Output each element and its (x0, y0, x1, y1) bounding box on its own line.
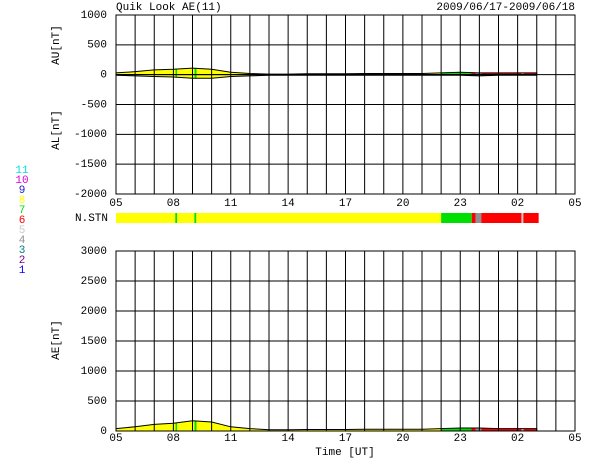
legend-entry: 6 (19, 215, 26, 227)
station-segment (521, 213, 524, 223)
x-tick-label: 14 (282, 198, 296, 210)
legend-entry: 8 (19, 195, 26, 207)
x-tick-label: 20 (396, 433, 409, 445)
y-tick-label: 1500 (81, 336, 107, 348)
plot-frame (115, 250, 576, 432)
station-segment (196, 213, 442, 223)
x-tick-label: 05 (568, 433, 581, 445)
y-tick-label: 1000 (81, 10, 107, 22)
y-tick-label: 500 (87, 40, 107, 52)
x-tick-label: 02 (511, 433, 524, 445)
y-tick-label: 3000 (81, 246, 107, 258)
y-axis-label: AU[nT] (51, 25, 63, 65)
x-tick-label: 05 (109, 433, 122, 445)
station-label: N.STN (75, 213, 108, 225)
legend-entry: 7 (19, 205, 26, 217)
legend-entry: 3 (19, 245, 26, 257)
x-tick-label: 17 (339, 433, 352, 445)
x-tick-label: 05 (109, 198, 122, 210)
y-tick-label: 500 (87, 396, 107, 408)
x-tick-label: 02 (511, 198, 524, 210)
x-tick-label: 11 (224, 433, 238, 445)
x-tick-label: 08 (167, 198, 180, 210)
y-tick-label: 1000 (81, 366, 107, 378)
station-segment (175, 213, 178, 223)
data-area (115, 67, 538, 76)
y-tick-label: -2000 (74, 189, 107, 201)
legend-entry: 10 (15, 175, 28, 187)
station-segment (441, 213, 472, 223)
legend-entry: 11 (15, 165, 29, 177)
x-tick-label: 17 (339, 198, 352, 210)
station-segment (116, 213, 176, 223)
legend-entry: 2 (19, 255, 26, 267)
station-segment (177, 213, 195, 223)
y-tick-label: 0 (100, 70, 107, 82)
x-tick-label: 23 (454, 433, 467, 445)
date-range: 2009/06/17-2009/06/18 (436, 2, 575, 14)
y-axis-label: AL[nT] (51, 110, 63, 150)
legend-entry: 1 (19, 265, 26, 277)
station-segment (475, 213, 482, 223)
x-tick-label: 20 (396, 198, 409, 210)
y-tick-label: -1000 (74, 129, 107, 141)
legend-entry: 5 (19, 225, 26, 237)
chart-title: Quik Look AE(11) (116, 2, 222, 14)
station-segment (481, 213, 522, 223)
y-axis-label: AE[nT] (51, 320, 63, 360)
data-area (115, 420, 538, 432)
x-tick-label: 23 (454, 198, 467, 210)
y-tick-label: -1500 (74, 159, 107, 171)
legend-entry: 4 (19, 235, 26, 247)
station-segment (194, 213, 197, 223)
x-tick-label: 14 (282, 433, 296, 445)
x-axis-label: Time [UT] (315, 447, 374, 459)
y-tick-label: 2500 (81, 276, 107, 288)
data-area (115, 74, 538, 79)
y-tick-label: 2000 (81, 306, 107, 318)
x-tick-label: 11 (224, 198, 238, 210)
y-tick-label: -500 (81, 99, 107, 111)
x-tick-label: 08 (167, 433, 180, 445)
y-tick-label: 0 (100, 426, 107, 438)
legend-entry: 9 (19, 185, 26, 197)
x-tick-label: 05 (568, 198, 581, 210)
station-segment (471, 213, 476, 223)
plot-frame (115, 14, 576, 195)
station-segment (523, 213, 539, 223)
